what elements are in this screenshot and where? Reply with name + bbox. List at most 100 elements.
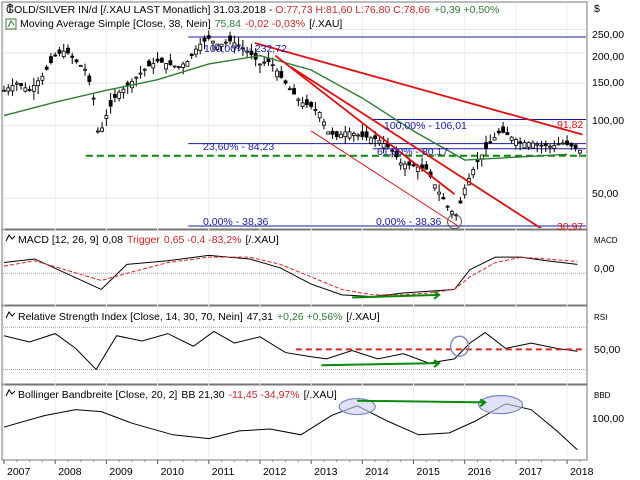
candle-body [87, 75, 92, 82]
candle-body [531, 142, 535, 149]
candle-body [147, 60, 151, 67]
candle-body [394, 150, 399, 158]
bbw-arrow [357, 399, 486, 404]
candle-body [194, 48, 198, 55]
candle-body [556, 143, 561, 146]
candle-body [347, 131, 352, 139]
candle-body [83, 68, 87, 71]
candle-body [283, 80, 288, 84]
candle-body [377, 139, 382, 144]
candle-body [44, 66, 49, 70]
candle-body [202, 37, 207, 42]
rsi-arrowhead-icon [433, 359, 441, 368]
macd-divergence-arrow [352, 293, 440, 299]
candle-body [522, 142, 527, 149]
price-panel-frame [1, 1, 588, 230]
candle-body [492, 137, 497, 141]
candle-body [364, 131, 369, 138]
arrow-icon [6, 3, 14, 12]
candle-body [543, 143, 548, 147]
candle-body [275, 70, 279, 78]
candle-body [53, 54, 58, 57]
fib-label-zero-right: 0,00% - 38,36 [376, 216, 442, 228]
candle-body [505, 132, 510, 136]
macd-header-trigger-value: 0,65 -0,4 -83,2% [164, 234, 242, 246]
rsi-header-change: +0,26 +0,56% [277, 311, 342, 323]
candle-body [334, 131, 339, 138]
low-marker-circle [446, 214, 462, 230]
candle-body [151, 63, 156, 69]
bbw-tag: BBD [594, 391, 611, 400]
fib-label-236: 23,60% - 84,23 [203, 141, 274, 153]
candle-body [437, 191, 442, 195]
bbw-header-tail: [/.XAU] [304, 389, 337, 401]
macd-header-value: 0,08 [103, 234, 124, 246]
bbw-title: Bollinger Bandbreite [Close, 20, 2] BB 21… [18, 389, 337, 401]
candle-body [518, 141, 523, 144]
price-y-axis: $ 250,00 200,00 150,00 100,00 50,00 [592, 3, 624, 200]
candle-body [565, 140, 569, 145]
bbw-arrowhead-icon [479, 398, 487, 408]
candle-body [232, 42, 237, 49]
candle-body [49, 56, 53, 63]
macd-title: MACD [12, 26, 9] 0,08 Trigger 0,65 -0,4 -83… [18, 234, 279, 246]
y-tick-200: 200,00 [592, 51, 624, 63]
ma-legend: Moving Average Simple [Close, 38, Nein] 7… [20, 18, 342, 30]
candle-body [164, 63, 168, 70]
y-tick-250: 250,00 [592, 29, 624, 41]
candle-body [57, 49, 62, 54]
ma-legend-glyph-icon [7, 20, 15, 28]
candle-body [155, 58, 160, 62]
candle-body [560, 142, 565, 145]
candle-body [407, 161, 412, 166]
candle-body [351, 133, 356, 136]
candle-body [445, 205, 450, 208]
bbw-ellipse-left [338, 397, 376, 416]
candle-body [66, 47, 70, 54]
candle-body [172, 65, 177, 68]
x-tick-label-2014: 2014 [365, 466, 389, 478]
candle-body [19, 83, 23, 86]
candle-body [458, 200, 463, 204]
candle-body [279, 71, 284, 78]
candle-body [322, 121, 326, 126]
candle-body [343, 131, 348, 138]
candle-body [236, 44, 241, 47]
candle-body [181, 63, 186, 68]
trend-label-upper: 91,82 [557, 119, 583, 131]
x-axis: 2007 2008 2009 2010 2011 2012 2013 2014 2015 2016… [2, 459, 594, 478]
candle-body [398, 162, 403, 166]
rsi-panel-icon [5, 311, 16, 319]
currency-symbol: $ [594, 3, 600, 15]
trend-line-0 [254, 42, 583, 136]
rsi-divergence-arrow [321, 362, 440, 367]
candle-body [159, 57, 164, 63]
candle-body [484, 142, 488, 150]
candle-body [287, 88, 292, 91]
price-title: GOLD/SILVER IN/d [/.XAU LAST Monatlich] … [6, 4, 499, 16]
candle-body [27, 89, 32, 91]
rsi-header-tail: [/.XAU] [346, 311, 379, 323]
candle-body [424, 164, 429, 170]
macd-y-tick-0: 0,00 [594, 263, 615, 275]
x-tick-label-2010: 2010 [161, 466, 185, 478]
ma-legend-main: Moving Average Simple [Close, 38, Nein] [20, 18, 211, 30]
macd-arrowhead-icon [433, 290, 441, 300]
candle-body [292, 88, 296, 95]
x-tick-label-2018: 2018 [570, 466, 594, 478]
candle-body [509, 136, 514, 141]
candle-body [14, 82, 19, 85]
fib-label-zero-left: 0,00% - 38,36 [203, 216, 269, 228]
macd-tag: MACD [594, 236, 618, 245]
ma-legend-value: 75,84 [215, 18, 241, 30]
candle-body [249, 50, 254, 56]
y-tick-100: 100,00 [592, 115, 624, 127]
price-header-change: +0,39 +0,50% [434, 4, 499, 16]
rsi-header-value: 47,31 [247, 311, 273, 323]
x-tick-label-2007: 2007 [7, 466, 31, 478]
x-tick-label-2017: 2017 [519, 466, 543, 478]
rsi-y-tick-50: 50,00 [594, 344, 620, 356]
bbw-y-tick-100: 100,00 [592, 413, 624, 425]
candle-body [411, 164, 416, 167]
